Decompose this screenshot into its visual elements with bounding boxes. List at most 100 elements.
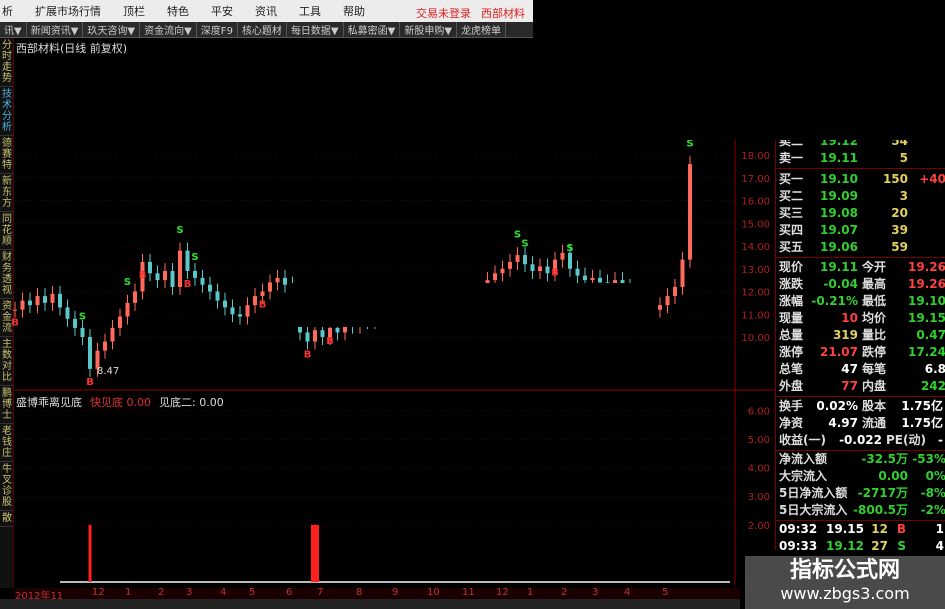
- bid-price: 19.10: [820, 172, 858, 186]
- flow-label: 5日净流入额: [779, 486, 848, 500]
- price-tick: 13.00: [741, 265, 770, 276]
- candle: [35, 296, 40, 306]
- menu-item[interactable]: 顶栏: [123, 5, 145, 18]
- left-tab[interactable]: 散: [0, 511, 13, 527]
- quote-row: 外盘 77 内盘 242: [776, 378, 945, 395]
- bid-volume: 150: [882, 172, 908, 186]
- candle: [28, 300, 32, 306]
- toolbar-item[interactable]: 龙虎榜单: [457, 22, 507, 37]
- candle: [343, 323, 347, 333]
- stat-value: 10: [841, 311, 858, 325]
- menu-item[interactable]: 帮助: [343, 5, 365, 18]
- date-tick: 4: [624, 587, 631, 598]
- left-tab[interactable]: 主数对比: [0, 337, 13, 386]
- left-tab[interactable]: 资金流: [0, 299, 13, 337]
- tick-volume: 27: [871, 539, 888, 553]
- watermark-url: www.zbgs3.com: [780, 584, 910, 603]
- price-tick: 17.00: [741, 174, 770, 185]
- quote-row: 09:32 19.15 12 B 1: [776, 521, 945, 538]
- candle: [530, 264, 535, 272]
- toolbar-item[interactable]: 私募密函▼: [344, 22, 401, 37]
- candle: [305, 332, 310, 342]
- bid-label: 买四: [779, 223, 804, 237]
- date-tick: 12: [92, 587, 105, 598]
- quote-row: 09:33 19.12 27 S 4: [776, 538, 945, 555]
- left-tab[interactable]: 分时走势: [0, 38, 13, 87]
- quote-row: 净资 4.97 流通 1.75亿: [776, 415, 945, 432]
- candle: [155, 273, 160, 281]
- left-tab[interactable]: 德赛特: [0, 136, 13, 174]
- fund-label: 股本: [862, 399, 887, 413]
- stat-value: 19.26: [908, 260, 945, 274]
- toolbar-item[interactable]: 新股申购▼: [400, 22, 458, 37]
- menu-item[interactable]: 平安: [211, 5, 233, 18]
- candle: [665, 296, 670, 306]
- flow-value: -32.5万: [861, 452, 908, 466]
- indicator-tick: 6.00: [748, 406, 770, 417]
- stat-label: 涨跌: [779, 277, 804, 291]
- candle: [230, 307, 235, 315]
- candle: [133, 291, 137, 303]
- toolbar-item[interactable]: 深度F9: [197, 22, 238, 37]
- quote-row: 涨幅 -0.21% 最低 19.10: [776, 293, 945, 310]
- ask-volume: 5: [899, 151, 908, 165]
- quote-row: 买四 19.07 39: [776, 222, 945, 239]
- left-tab[interactable]: 鹏博士: [0, 386, 13, 424]
- menu-item[interactable]: 工具: [299, 5, 321, 18]
- toolbar-item[interactable]: 玖天咨询▼: [83, 22, 141, 37]
- tick-price: 19.12: [826, 539, 864, 553]
- divider: [776, 396, 945, 397]
- left-tab[interactable]: 老钱庄: [0, 424, 13, 462]
- candle: [283, 277, 287, 285]
- stat-value: 0.47: [916, 328, 945, 342]
- left-tab[interactable]: 财务透视: [0, 250, 13, 299]
- menu-item[interactable]: 资讯: [255, 5, 277, 18]
- menu-item[interactable]: 析: [2, 5, 13, 18]
- flow-label: 5日大宗流入: [779, 503, 848, 517]
- fund-label: 收益(一): [779, 433, 826, 447]
- fund-value: 4.97: [828, 416, 858, 430]
- candle: [523, 255, 527, 265]
- price-tick: 14.00: [741, 242, 770, 253]
- candle: [688, 164, 692, 260]
- divider: [776, 257, 945, 258]
- left-tab[interactable]: 牛叉诊股: [0, 462, 13, 511]
- indicator-tick: 3.00: [748, 492, 770, 503]
- tick-time: 09:32: [779, 522, 818, 536]
- login-status[interactable]: 交易未登录: [416, 7, 471, 20]
- flow-pct: -8%: [920, 486, 945, 500]
- redacted-area: [288, 283, 655, 327]
- toolbar-item[interactable]: 核心题材: [238, 22, 287, 37]
- fund-label: 净资: [779, 416, 804, 430]
- indicator-tick: 4.00: [748, 464, 770, 475]
- stat-label: 总量: [779, 328, 804, 342]
- sell-signal: S: [686, 138, 693, 149]
- toolbar-item[interactable]: 新闻资讯▼: [27, 22, 84, 37]
- fund-label: 换手: [779, 399, 804, 413]
- stat-label: 涨停: [779, 345, 804, 359]
- menu-item[interactable]: 扩展市场行情: [35, 5, 101, 18]
- left-tab[interactable]: 技术分析: [0, 87, 13, 136]
- candle: [185, 250, 190, 272]
- redacted-area: [533, 0, 945, 140]
- bid-label: 买二: [779, 189, 804, 203]
- quote-row: 收益(一) -0.022 PE(动) -: [776, 432, 945, 449]
- candle: [103, 341, 107, 351]
- stat-label: 量比: [862, 328, 887, 342]
- toolbar-item[interactable]: 每日数据▼: [287, 22, 344, 37]
- series2-label: 见底二:: [159, 396, 196, 409]
- buy-signal: B: [11, 318, 19, 329]
- flow-pct: 0%: [925, 469, 945, 483]
- left-tab[interactable]: 同花顺: [0, 212, 13, 250]
- toolbar-item[interactable]: 讯▼: [0, 22, 27, 37]
- toolbar-item[interactable]: 资金流向▼: [140, 22, 197, 37]
- left-tab[interactable]: 新东方: [0, 174, 13, 212]
- candle: [238, 314, 242, 317]
- bid-label: 买五: [779, 240, 804, 254]
- date-tick: 5: [662, 587, 669, 598]
- date-tick: 2: [158, 587, 165, 598]
- candle: [245, 305, 250, 317]
- candle: [583, 275, 587, 281]
- menu-item[interactable]: 特色: [167, 5, 189, 18]
- quote-row: 5日大宗流入 -800.5万 -2%: [776, 502, 945, 519]
